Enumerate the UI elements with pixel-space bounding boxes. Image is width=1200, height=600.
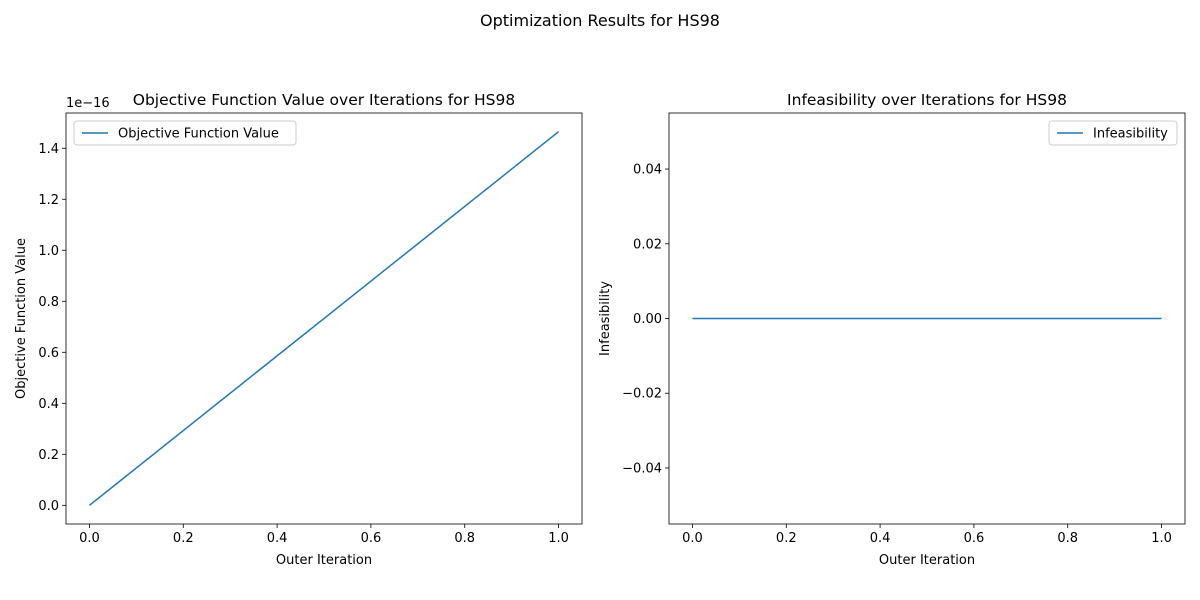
series-line-1: [88, 131, 560, 506]
y-tick-label: 0.02: [633, 237, 662, 252]
y-tick-label: 1.2: [38, 193, 59, 208]
y-tick-label: 0.0: [38, 499, 59, 514]
x-tick-label: 1.0: [1151, 531, 1172, 546]
y-tick-label: 1.0: [38, 244, 59, 259]
legend-frame: [73, 120, 297, 146]
x-tick-label: 0.4: [267, 531, 288, 546]
y-tick-label: −0.02: [622, 387, 662, 402]
y-tick-label: 1.4: [38, 142, 59, 157]
x-tick-label: 0.8: [1057, 531, 1078, 546]
legend: Objective Function Value: [73, 120, 297, 146]
legend-label: Objective Function Value: [118, 127, 279, 142]
plot-area-frame: [65, 112, 583, 525]
x-tick-label: 0.4: [870, 531, 891, 546]
x-tick-label: 0.6: [964, 531, 985, 546]
x-tick-label: 0.6: [361, 531, 382, 546]
x-tick-label: 0.0: [682, 531, 703, 546]
x-tick-label: 1.0: [548, 531, 569, 546]
chart-panel-2: 0.0 0.2 0.4 0.6 0.8 1.0 −0.04 −0.02 0.00 0.02 0.04…: [598, 91, 1186, 568]
x-axis-label: Outer Iteration: [879, 553, 975, 568]
plot-area-frame: [668, 112, 1186, 525]
x-tick-label: 0.2: [776, 531, 797, 546]
y-tick-label: 0.2: [38, 448, 59, 463]
y-tick-label: 0.4: [38, 397, 59, 412]
y-axis-label: Infeasibility: [598, 281, 613, 356]
y-tick-label: 0.8: [38, 295, 59, 310]
figure-suptitle: Optimization Results for HS98: [480, 11, 720, 30]
chart-title: Infeasibility over Iterations for HS98: [787, 91, 1067, 109]
y-tick-label: 0.6: [38, 346, 59, 361]
y-tick-label: 0.00: [633, 312, 662, 327]
y-tick-label: −0.04: [622, 461, 662, 476]
x-axis-label: Outer Iteration: [276, 553, 372, 568]
legend: Infeasibility: [1048, 120, 1178, 146]
legend-frame: [1048, 120, 1178, 146]
y-axis-offset-label: 1e−16: [66, 96, 110, 111]
chart-panel-1: 0.0 0.2 0.4 0.6 0.8 1.0 0.0 0.2 0.4 0.6 0.8 1.0 1.2 1…: [14, 91, 583, 568]
y-tick-label: 0.04: [633, 163, 662, 178]
chart-title: Objective Function Value over Iterations…: [133, 91, 515, 109]
x-tick-label: 0.2: [173, 531, 194, 546]
x-tick-label: 0.8: [454, 531, 475, 546]
y-axis-label: Objective Function Value: [14, 238, 29, 399]
legend-label: Infeasibility: [1093, 127, 1168, 142]
x-tick-label: 0.0: [79, 531, 100, 546]
